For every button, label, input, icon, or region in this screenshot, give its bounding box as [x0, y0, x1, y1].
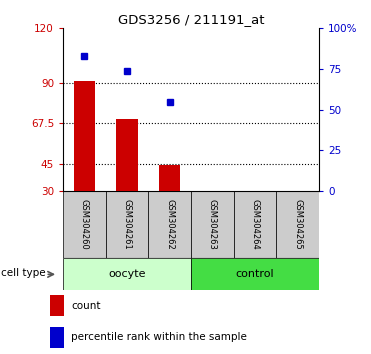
Text: oocyte: oocyte: [108, 269, 146, 279]
Text: GSM304264: GSM304264: [250, 199, 260, 250]
Bar: [116, 119, 138, 191]
Bar: [191, 191, 234, 258]
Bar: [74, 81, 95, 191]
Text: GSM304260: GSM304260: [80, 199, 89, 250]
Bar: [50, 295, 63, 316]
Bar: [63, 258, 191, 290]
Text: control: control: [236, 269, 275, 279]
Bar: [234, 191, 276, 258]
Text: GSM304263: GSM304263: [208, 199, 217, 250]
Text: GSM304262: GSM304262: [165, 199, 174, 250]
Bar: [106, 191, 148, 258]
Bar: [276, 191, 319, 258]
Text: GSM304265: GSM304265: [293, 199, 302, 250]
Text: GSM304261: GSM304261: [122, 199, 132, 250]
Bar: [50, 327, 63, 348]
Title: GDS3256 / 211191_at: GDS3256 / 211191_at: [118, 13, 264, 26]
Text: count: count: [71, 301, 101, 310]
Text: percentile rank within the sample: percentile rank within the sample: [71, 332, 247, 342]
Bar: [191, 258, 319, 290]
Bar: [148, 191, 191, 258]
Bar: [63, 191, 106, 258]
Text: cell type: cell type: [1, 268, 46, 278]
Bar: [159, 165, 180, 191]
